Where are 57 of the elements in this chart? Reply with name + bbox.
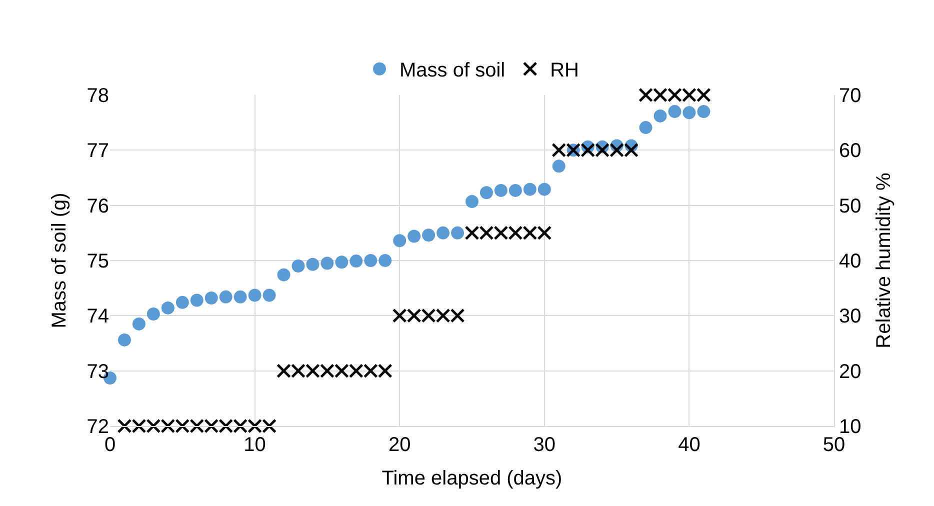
y2-tick-label: 50 [839, 195, 862, 218]
point [190, 294, 204, 307]
y2-axis-title: Relative humidity % [872, 172, 895, 348]
point [176, 296, 189, 309]
point [161, 301, 174, 314]
point [204, 292, 218, 305]
y2-tick-label: 30 [839, 306, 862, 328]
point [422, 228, 436, 242]
y2-tick-label: 20 [839, 360, 862, 383]
x-tick-label: 20 [388, 434, 411, 456]
y-tick-label: 76 [86, 195, 109, 218]
point [523, 182, 536, 196]
point [654, 109, 667, 122]
point [277, 268, 290, 282]
y-axis-title: Mass of soil (g) [48, 192, 70, 328]
y-tick-label: 75 [86, 250, 109, 272]
point [436, 226, 450, 240]
y-tick-label: 77 [86, 140, 109, 162]
point [146, 308, 160, 321]
point [335, 256, 348, 269]
point [682, 106, 696, 120]
point [668, 105, 682, 118]
point [639, 121, 652, 134]
point [292, 260, 305, 273]
point [118, 333, 131, 346]
point [306, 258, 320, 271]
point [320, 256, 334, 270]
legend-label: RH [550, 60, 579, 82]
x-tick-label: 30 [533, 434, 556, 456]
y-tick-label: 78 [86, 85, 109, 107]
point [219, 290, 232, 304]
y2-tick-label: 70 [839, 85, 862, 107]
point [132, 317, 146, 330]
point [262, 288, 276, 302]
point [393, 234, 406, 248]
point [408, 230, 421, 243]
y2-tick-label: 60 [839, 140, 862, 162]
point [248, 288, 262, 302]
legend-label: Mass of soil [400, 60, 506, 82]
y-tick-label: 74 [86, 306, 109, 328]
point [234, 290, 247, 304]
y2-tick-label: 40 [839, 250, 862, 272]
point [697, 105, 710, 118]
point [350, 254, 363, 268]
point [494, 184, 508, 197]
x-tick-label: 10 [244, 434, 266, 456]
point [378, 254, 392, 267]
point [552, 160, 566, 173]
point [480, 186, 493, 200]
point [364, 254, 378, 267]
point [466, 194, 478, 208]
y-tick-label: 73 [86, 360, 109, 383]
point [451, 226, 464, 240]
point [508, 184, 522, 197]
point [538, 182, 551, 196]
x-axis-title: Time elapsed (days) [382, 468, 562, 490]
x-tick-label: 40 [678, 434, 700, 456]
